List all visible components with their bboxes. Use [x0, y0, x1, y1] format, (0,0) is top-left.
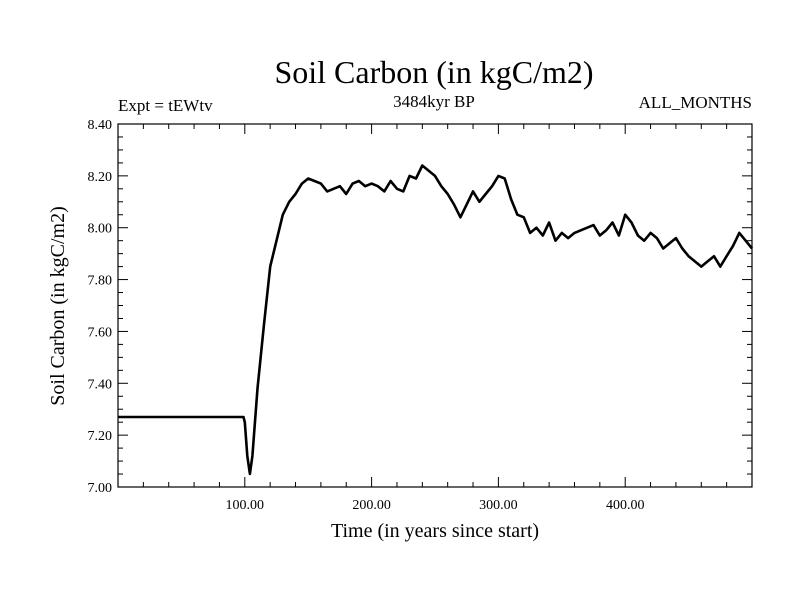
y-tick-label: 8.20: [88, 170, 113, 185]
y-tick-label: 8.40: [88, 118, 113, 133]
x-tick-label: 100.00: [226, 498, 265, 513]
series-line-soil-carbon: [118, 164, 754, 476]
axis-tick-labels: 100.00 200.00 300.00 400.00 7.00 7.20 7.40 7.60…: [88, 118, 645, 513]
series-layer: [118, 164, 754, 476]
chart-title: Soil Carbon (in kgC/m2): [274, 54, 593, 90]
experiment-label: Expt = tEWtv: [118, 96, 213, 115]
y-tick-label: 8.00: [88, 222, 113, 237]
period-label: 3484kyr BP: [393, 92, 475, 111]
y-tick-label: 7.00: [88, 481, 113, 496]
x-tick-label: 400.00: [606, 498, 645, 513]
plot-area: 100.00 200.00 300.00 400.00 7.00 7.20 7.40 7.60…: [88, 118, 754, 513]
x-tick-label: 300.00: [479, 498, 518, 513]
y-tick-label: 7.60: [88, 325, 113, 340]
y-axis-label: Soil Carbon (in kgC/m2): [47, 206, 69, 405]
y-tick-label: 7.40: [88, 377, 113, 392]
plot-frame: [117, 123, 753, 488]
months-label: ALL_MONTHS: [639, 93, 752, 112]
y-tick-label: 7.20: [88, 429, 113, 444]
x-tick-label: 200.00: [352, 498, 391, 513]
x-axis-label: Time (in years since start): [331, 520, 539, 542]
y-tick-label: 7.80: [88, 274, 113, 289]
axis-ticks: [118, 124, 752, 487]
